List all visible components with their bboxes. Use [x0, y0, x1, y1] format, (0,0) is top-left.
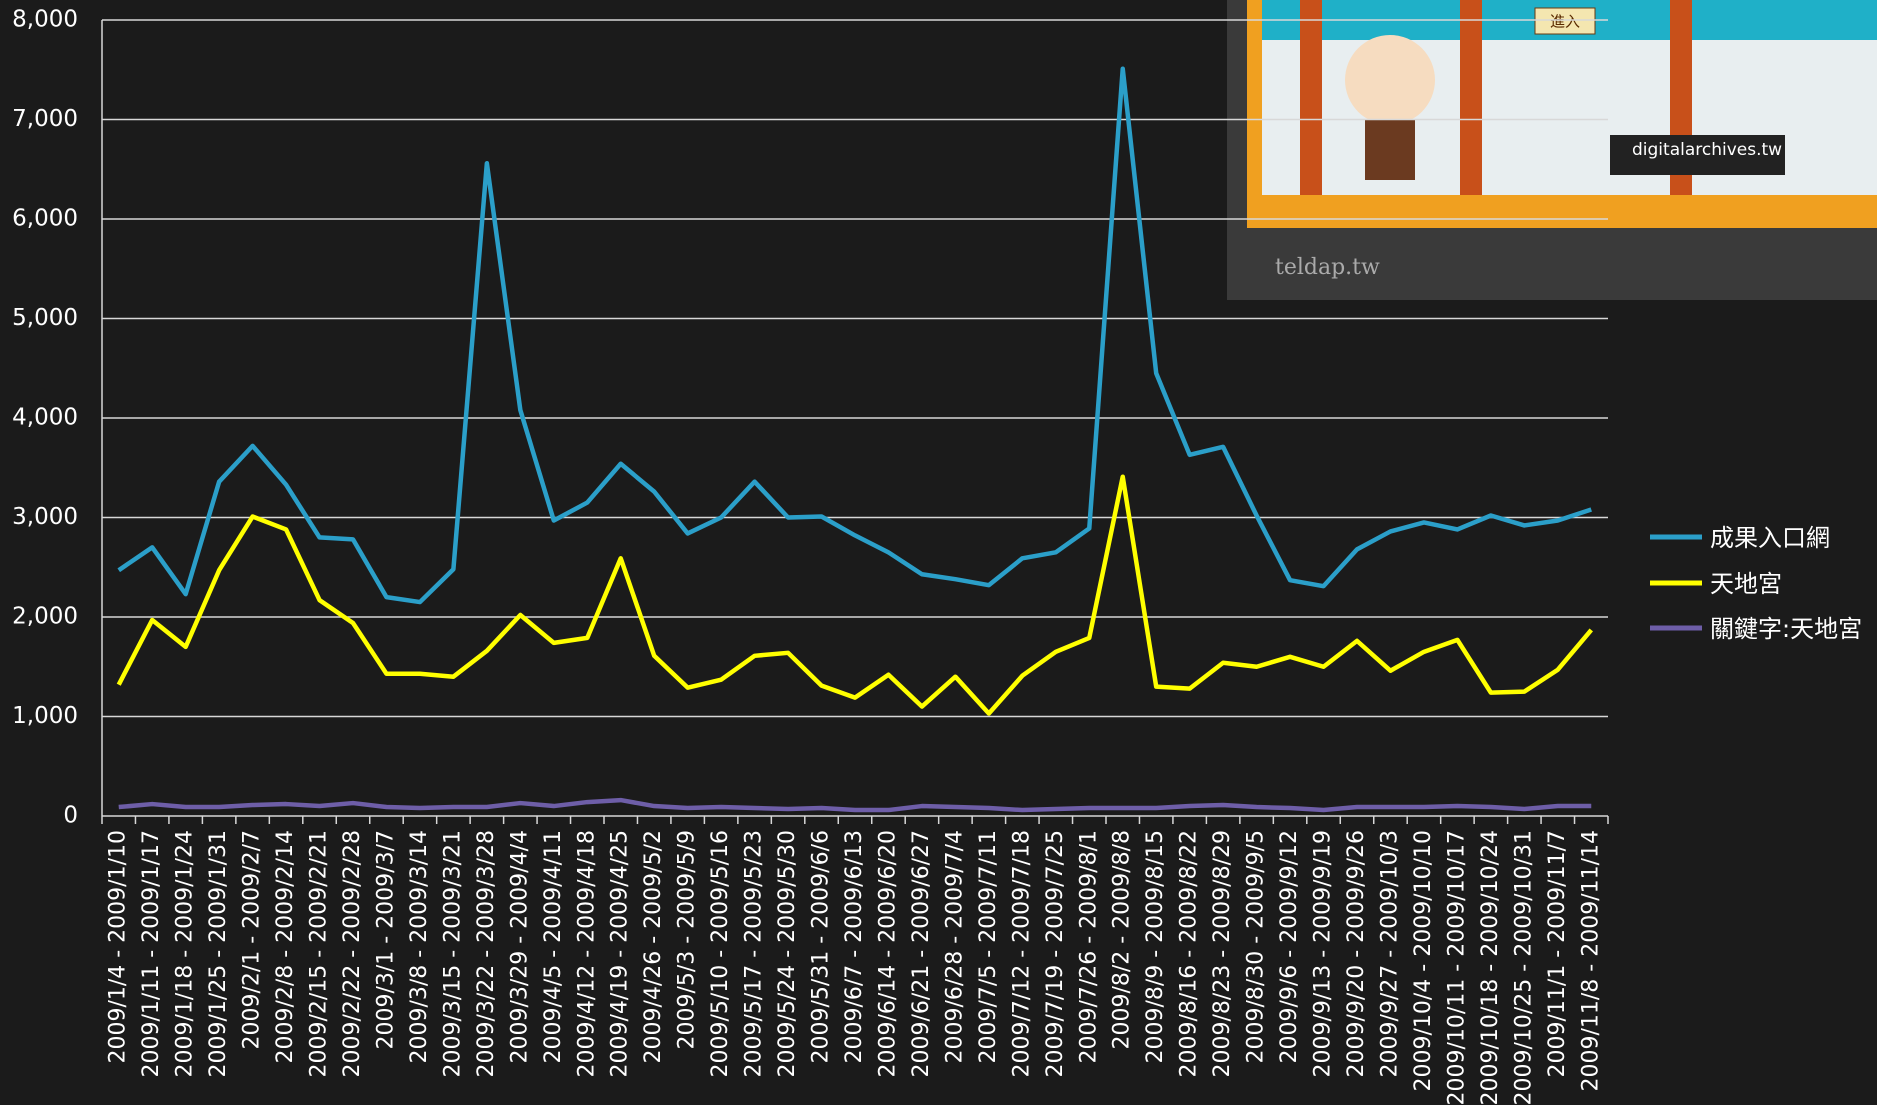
x-tick-label: 2009/2/15 - 2009/2/21	[307, 830, 332, 1078]
series-line	[118, 797, 1592, 813]
legend-label: 成果入口網	[1710, 524, 1830, 552]
x-tick-label: 2009/4/12 - 2009/4/18	[574, 830, 599, 1078]
x-tick-label: 2009/8/16 - 2009/8/22	[1177, 830, 1202, 1078]
x-tick-label: 2009/8/9 - 2009/8/15	[1143, 830, 1168, 1064]
y-tick-label: 4,000	[12, 405, 78, 431]
inset-footer-logo: teldap.tw	[1275, 255, 1380, 280]
x-tick-label: 2009/3/1 - 2009/3/7	[373, 830, 398, 1050]
x-tick-label: 2009/10/25 - 2009/10/31	[1511, 830, 1536, 1105]
x-tick-label: 2009/5/10 - 2009/5/16	[708, 830, 733, 1078]
inset-character-body	[1365, 120, 1415, 180]
x-tick-label: 2009/8/23 - 2009/8/29	[1210, 830, 1235, 1078]
legend-label: 天地宮	[1710, 570, 1782, 598]
x-tick-label: 2009/4/5 - 2009/4/11	[541, 830, 566, 1064]
x-tick-label: 2009/5/3 - 2009/5/9	[675, 830, 700, 1050]
x-tick-label: 2009/7/19 - 2009/7/25	[1043, 830, 1068, 1078]
x-tick-label: 2009/1/18 - 2009/1/24	[173, 830, 198, 1078]
x-tick-label: 2009/2/1 - 2009/2/7	[240, 830, 265, 1050]
x-tick-label: 2009/11/8 - 2009/11/14	[1578, 830, 1603, 1092]
y-tick-label: 3,000	[12, 504, 78, 530]
x-tick-label: 2009/5/17 - 2009/5/23	[742, 830, 767, 1078]
x-tick-label: 2009/6/14 - 2009/6/20	[875, 830, 900, 1078]
x-tick-label: 2009/1/11 - 2009/1/17	[139, 830, 164, 1078]
x-tick-label: 2009/10/4 - 2009/10/10	[1411, 830, 1436, 1092]
inset-button	[1534, 7, 1596, 35]
x-tick-label: 2009/10/18 - 2009/10/24	[1478, 830, 1503, 1105]
inset-pillar	[1300, 0, 1322, 195]
y-tick-label: 6,000	[12, 206, 78, 232]
x-tick-label: 2009/7/26 - 2009/8/1	[1076, 830, 1101, 1064]
y-tick-label: 7,000	[12, 106, 78, 132]
x-tick-label: 2009/6/21 - 2009/6/27	[909, 830, 934, 1078]
x-tick-label: 2009/1/25 - 2009/1/31	[206, 830, 231, 1078]
x-tick-label: 2009/5/31 - 2009/6/6	[809, 830, 834, 1064]
x-tick-label: 2009/8/30 - 2009/9/5	[1244, 830, 1269, 1064]
x-tick-label: 2009/9/27 - 2009/10/3	[1377, 830, 1402, 1078]
x-tick-label: 2009/11/1 - 2009/11/7	[1545, 830, 1570, 1078]
x-tick-label: 2009/5/24 - 2009/5/30	[775, 830, 800, 1078]
inset-pillar	[1460, 0, 1482, 195]
x-tick-label: 2009/7/12 - 2009/7/18	[1009, 830, 1034, 1078]
x-tick-label: 2009/9/6 - 2009/9/12	[1277, 830, 1302, 1064]
x-tick-label: 2009/3/22 - 2009/3/28	[474, 830, 499, 1078]
y-tick-label: 8,000	[12, 7, 78, 33]
series-line	[116, 474, 1593, 716]
x-tick-label: 2009/3/8 - 2009/3/14	[407, 830, 432, 1064]
x-tick-label: 2009/10/11 - 2009/10/17	[1444, 830, 1469, 1105]
x-tick-label: 2009/2/22 - 2009/2/28	[340, 830, 365, 1078]
x-tick-label: 2009/1/4 - 2009/1/10	[106, 830, 131, 1064]
x-tick-label: 2009/9/20 - 2009/9/26	[1344, 830, 1369, 1078]
legend-label: 關鍵字:天地宮	[1710, 615, 1862, 643]
series-line	[117, 66, 1592, 605]
y-tick-label: 1,000	[12, 703, 78, 729]
inset-badge-text: digitalarchives.tw	[1632, 140, 1782, 160]
x-tick-label: 2009/7/5 - 2009/7/11	[976, 830, 1001, 1064]
x-tick-label: 2009/4/26 - 2009/5/2	[641, 830, 666, 1064]
x-tick-label: 2009/4/19 - 2009/4/25	[608, 830, 633, 1078]
y-tick-label: 2,000	[12, 604, 78, 630]
x-tick-label: 2009/9/13 - 2009/9/19	[1311, 830, 1336, 1078]
x-tick-label: 2009/3/15 - 2009/3/21	[440, 830, 465, 1078]
x-tick-label: 2009/6/7 - 2009/6/13	[842, 830, 867, 1064]
x-tick-label: 2009/8/2 - 2009/8/8	[1110, 830, 1135, 1050]
y-tick-label: 0	[63, 803, 78, 829]
inset-screenshot: 進入 digitalarchives.tw teldap.tw	[1227, 0, 1877, 300]
x-tick-label: 2009/6/28 - 2009/7/4	[942, 830, 967, 1064]
x-tick-label: 2009/3/29 - 2009/4/4	[507, 830, 532, 1064]
inset-character	[1345, 35, 1435, 125]
inset-badge	[1610, 135, 1785, 175]
inset-button-text: 進入	[1550, 13, 1580, 31]
y-tick-label: 5,000	[12, 305, 78, 331]
x-tick-label: 2009/2/8 - 2009/2/14	[273, 830, 298, 1064]
